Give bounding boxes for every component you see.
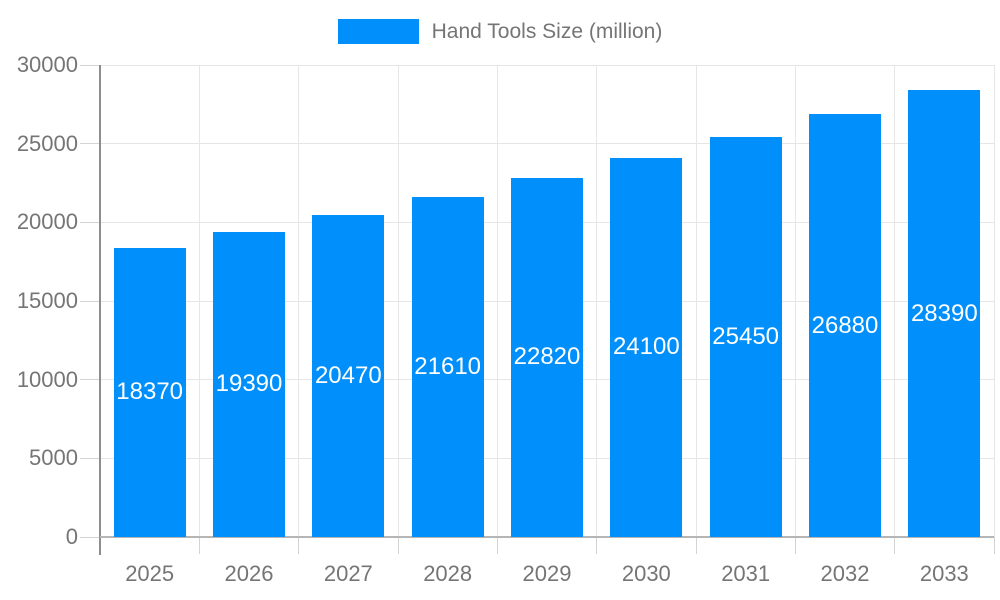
y-axis-tick xyxy=(80,221,100,223)
y-axis-label: 20000 xyxy=(16,209,78,235)
y-axis-label: 0 xyxy=(65,524,78,549)
bar-2026[interactable]: 19390 xyxy=(213,231,285,537)
bar-2025[interactable]: 18370 xyxy=(113,247,186,537)
v-gridline xyxy=(397,65,399,537)
x-axis-line xyxy=(100,536,994,538)
y-axis-tick xyxy=(80,379,100,381)
y-axis-tick xyxy=(80,536,100,538)
y-axis-line xyxy=(99,65,101,555)
v-gridline xyxy=(496,65,498,537)
bar-value-label: 18370 xyxy=(116,378,184,406)
bar-value-label: 24100 xyxy=(612,333,680,361)
x-axis-label: 2033 xyxy=(919,561,969,586)
x-axis-label: 2032 xyxy=(820,561,870,586)
x-axis-tick xyxy=(596,537,598,554)
v-gridline xyxy=(695,65,697,537)
legend-swatch-icon xyxy=(337,19,419,44)
x-axis-tick xyxy=(695,537,697,554)
v-gridline xyxy=(993,65,995,537)
y-axis-label: 25000 xyxy=(16,130,78,156)
bar-value-label: 20470 xyxy=(314,361,382,389)
x-axis-tick xyxy=(397,537,399,554)
x-axis-tick xyxy=(894,537,896,554)
legend-label: Hand Tools Size (million) xyxy=(431,19,663,43)
v-gridline xyxy=(596,65,598,537)
bar-2032[interactable]: 26880 xyxy=(809,114,881,537)
bar-value-label: 21610 xyxy=(414,352,482,380)
y-axis-label: 10000 xyxy=(16,366,78,392)
x-axis-label: 2028 xyxy=(423,561,473,586)
bar-2029[interactable]: 22820 xyxy=(511,177,583,537)
x-axis-tick xyxy=(198,537,200,554)
y-axis-label: 5000 xyxy=(29,445,78,471)
v-gridline xyxy=(298,65,300,537)
x-axis-label: 2026 xyxy=(224,561,274,586)
x-axis-label: 2025 xyxy=(125,561,175,586)
x-axis-tick xyxy=(496,537,498,554)
y-axis-tick xyxy=(80,457,100,459)
x-axis-tick xyxy=(993,537,995,554)
h-gridline xyxy=(100,143,994,145)
y-axis-label: 30000 xyxy=(16,52,78,77)
x-axis-tick xyxy=(794,537,796,554)
x-axis-label: 2027 xyxy=(323,561,373,586)
y-axis-tick xyxy=(80,143,100,145)
bar-2031[interactable]: 25450 xyxy=(709,136,782,537)
v-gridline xyxy=(894,65,896,537)
chart-legend[interactable]: Hand Tools Size (million) xyxy=(0,19,1000,44)
v-gridline xyxy=(198,65,200,537)
bar-2028[interactable]: 21610 xyxy=(411,197,484,537)
bar-value-label: 25450 xyxy=(712,322,780,350)
x-axis-label: 2029 xyxy=(522,561,572,586)
y-axis-tick xyxy=(80,64,100,66)
bar-2030[interactable]: 24100 xyxy=(610,157,683,537)
bar-value-label: 19390 xyxy=(215,370,283,398)
bar-value-label: 26880 xyxy=(811,311,879,339)
y-axis-tick xyxy=(80,300,100,302)
x-axis-label: 2030 xyxy=(621,561,671,586)
bar-value-label: 22820 xyxy=(513,343,581,371)
v-gridline xyxy=(794,65,796,537)
x-axis-label: 2031 xyxy=(721,561,771,586)
bar-value-label: 28390 xyxy=(910,299,978,327)
y-axis-label: 15000 xyxy=(16,288,78,313)
bar-2033[interactable]: 28390 xyxy=(908,90,981,537)
x-axis-tick xyxy=(298,537,300,554)
h-gridline xyxy=(100,64,994,66)
bar-2027[interactable]: 20470 xyxy=(312,214,385,537)
